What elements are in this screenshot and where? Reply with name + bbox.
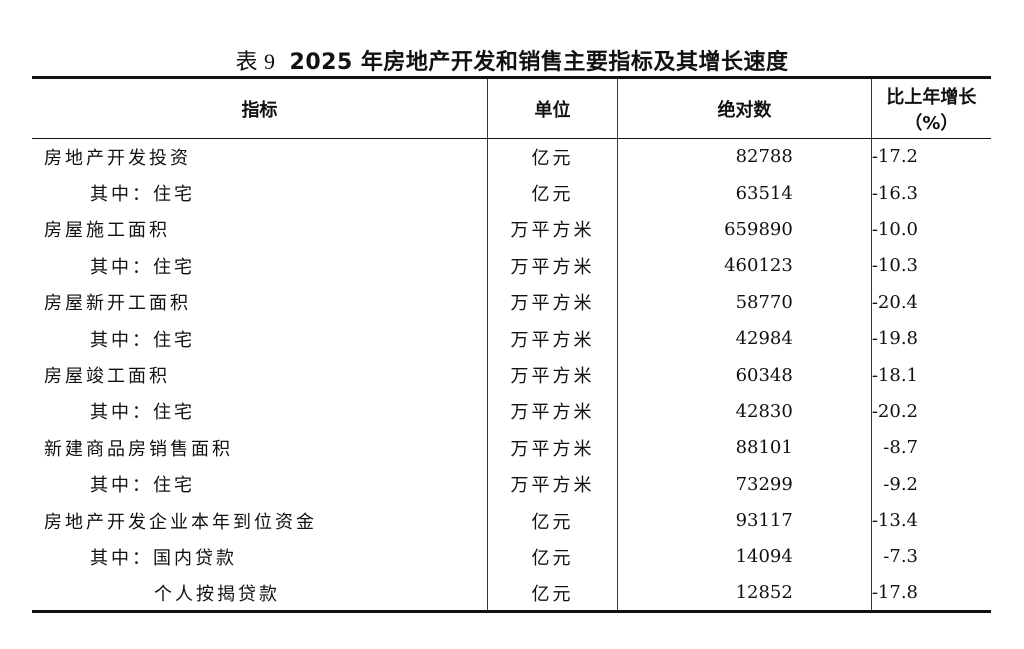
growth-cell: -17.8 <box>870 575 991 614</box>
unit-cell: 亿元 <box>486 575 618 614</box>
unit-cell: 万平方米 <box>486 211 618 248</box>
indicator-cell: 房地产开发企业本年到位资金 <box>44 511 317 533</box>
table-row: 其中：住宅 万平方米 460123 -10.3 <box>32 247 991 285</box>
table-row: 其中：住宅 万平方米 42984 -19.8 <box>32 320 991 357</box>
unit-cell: 万平方米 <box>486 393 618 430</box>
growth-cell: -20.4 <box>870 284 991 321</box>
indicator-cell: 其中：住宅 <box>90 402 195 424</box>
table-title-text: 2025 年房地产开发和销售主要指标及其增长速度 <box>289 50 789 75</box>
unit-cell: 亿元 <box>486 538 618 576</box>
table-row: 其中：住宅 万平方米 42830 -20.2 <box>32 393 991 430</box>
unit-cell: 亿元 <box>486 174 618 212</box>
header-indicator: 指标 <box>32 76 488 139</box>
header-growth: 比上年增长（%） <box>870 76 991 139</box>
value-cell: 88101 <box>617 429 872 467</box>
value-cell: 93117 <box>617 502 872 539</box>
value-cell: 42830 <box>617 393 872 430</box>
indicator-cell: 房地产开发投资 <box>44 147 191 169</box>
value-cell: 58770 <box>617 284 872 321</box>
unit-cell: 亿元 <box>486 502 618 539</box>
table-row: 房屋新开工面积 万平方米 58770 -20.4 <box>32 284 991 321</box>
table-row: 个人按揭贷款 亿元 12852 -17.8 <box>32 575 991 614</box>
growth-cell: -9.2 <box>870 466 991 503</box>
table-row: 其中：住宅 万平方米 73299 -9.2 <box>32 466 991 503</box>
value-cell: 63514 <box>617 174 872 212</box>
unit-cell: 万平方米 <box>486 466 618 503</box>
growth-cell: -19.8 <box>870 320 991 357</box>
table-number: 表 9 <box>235 49 276 74</box>
value-cell: 14094 <box>617 538 872 576</box>
indicator-cell: 房屋竣工面积 <box>44 366 170 388</box>
table-row: 房屋施工面积 万平方米 659890 -10.0 <box>32 211 991 248</box>
value-cell: 460123 <box>617 247 872 285</box>
table-row: 房地产开发投资 亿元 82788 -17.2 <box>32 138 991 175</box>
header-unit: 单位 <box>486 76 618 139</box>
table-row: 房屋竣工面积 万平方米 60348 -18.1 <box>32 356 991 394</box>
growth-cell: -8.7 <box>870 429 991 467</box>
value-cell: 82788 <box>617 138 872 175</box>
table-row: 其中：住宅 亿元 63514 -16.3 <box>32 174 991 212</box>
indicator-cell: 其中：住宅 <box>90 184 195 206</box>
indicator-cell: 个人按揭贷款 <box>32 575 488 614</box>
header-row: 指标 单位 绝对数 比上年增长（%） <box>32 76 991 139</box>
unit-cell: 万平方米 <box>486 320 618 357</box>
growth-cell: -10.3 <box>870 247 991 285</box>
growth-cell: -7.3 <box>870 538 991 576</box>
growth-cell: -20.2 <box>870 393 991 430</box>
indicator-cell: 其中：住宅 <box>90 475 195 497</box>
value-cell: 73299 <box>617 466 872 503</box>
value-cell: 42984 <box>617 320 872 357</box>
unit-cell: 万平方米 <box>486 284 618 321</box>
unit-cell: 万平方米 <box>486 356 618 394</box>
growth-cell: -16.3 <box>870 174 991 212</box>
table-title: 表 9 2025 年房地产开发和销售主要指标及其增长速度 <box>0 44 1024 76</box>
table-row: 其中：国内贷款 亿元 14094 -7.3 <box>32 538 991 576</box>
indicator-cell: 新建商品房销售面积 <box>44 438 233 460</box>
indicator-cell: 其中：住宅 <box>90 256 195 278</box>
growth-cell: -13.4 <box>870 502 991 539</box>
table-row: 新建商品房销售面积 万平方米 88101 -8.7 <box>32 429 991 467</box>
header-value: 绝对数 <box>617 76 872 139</box>
indicator-cell: 房屋施工面积 <box>44 220 170 242</box>
indicator-cell: 其中：国内贷款 <box>90 547 237 569</box>
value-cell: 60348 <box>617 356 872 394</box>
indicator-cell: 房屋新开工面积 <box>44 293 191 315</box>
indicator-cell: 其中：住宅 <box>90 329 195 351</box>
growth-cell: -10.0 <box>870 211 991 248</box>
growth-cell: -17.2 <box>870 138 991 175</box>
unit-cell: 万平方米 <box>486 429 618 467</box>
value-cell: 12852 <box>617 575 872 614</box>
unit-cell: 亿元 <box>486 138 618 175</box>
growth-cell: -18.1 <box>870 356 991 394</box>
unit-cell: 万平方米 <box>486 247 618 285</box>
value-cell: 659890 <box>617 211 872 248</box>
real-estate-table: 指标 单位 绝对数 比上年增长（%） 房地产开发投资 亿元 82788 -17.2 其中… <box>32 76 991 614</box>
table-row: 房地产开发企业本年到位资金 亿元 93117 -13.4 <box>32 502 991 539</box>
